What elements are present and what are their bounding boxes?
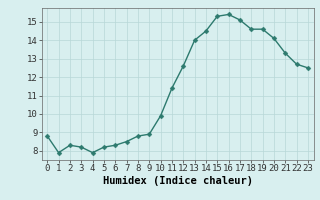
X-axis label: Humidex (Indice chaleur): Humidex (Indice chaleur) <box>103 176 252 186</box>
